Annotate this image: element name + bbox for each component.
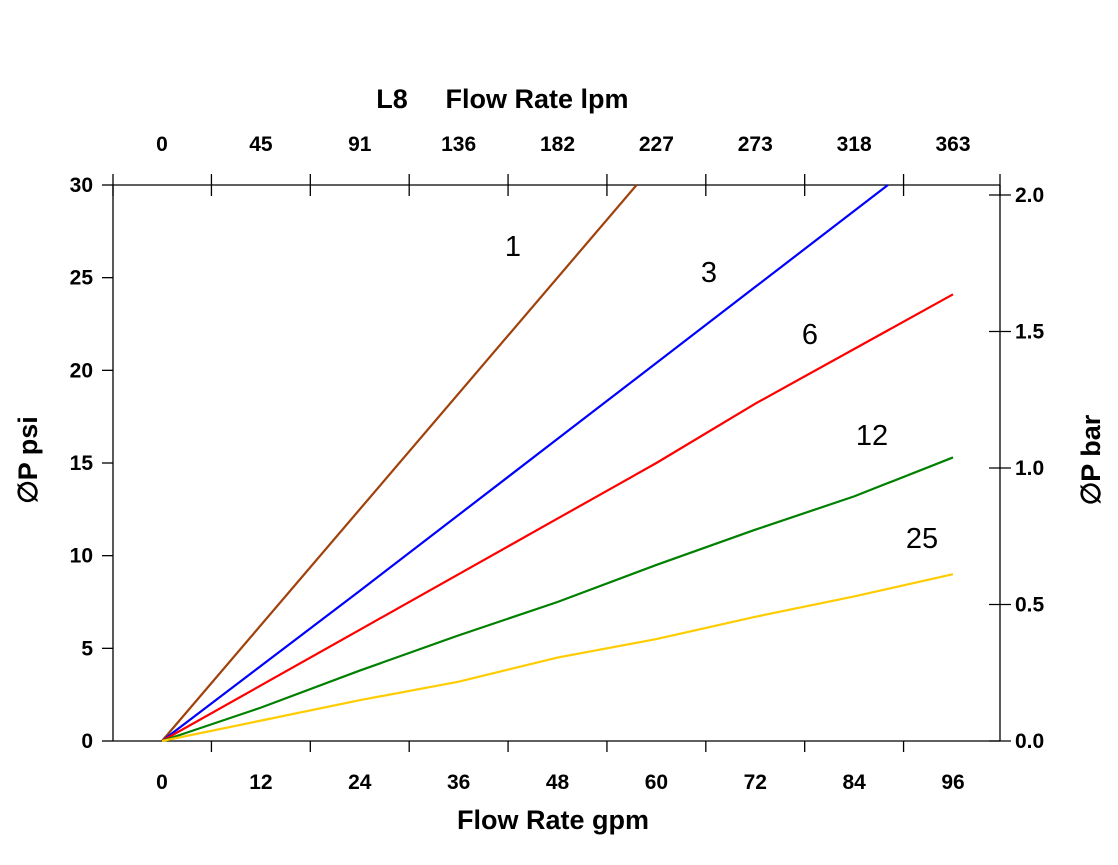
y2-tick-label: 2.0 bbox=[1015, 184, 1044, 207]
x-top-tick-label: 182 bbox=[540, 133, 575, 156]
series-label-12: 12 bbox=[856, 420, 888, 452]
x-top-tick-label: 0 bbox=[156, 133, 168, 156]
series-labels: 1 3 6 12 25 bbox=[505, 231, 938, 555]
x-tick-label: 60 bbox=[645, 771, 668, 794]
x-tick-label: 24 bbox=[348, 771, 372, 794]
x-top-tick-label: 45 bbox=[249, 133, 273, 156]
x-axis-title: Flow Rate gpm bbox=[457, 805, 649, 835]
y2-axis-title: ∅P bar bbox=[1076, 414, 1106, 505]
series-lines bbox=[161, 184, 954, 743]
x-top-tick-label: 363 bbox=[935, 133, 970, 156]
y-tick-label: 20 bbox=[70, 359, 93, 382]
y2-tick-label: 0.5 bbox=[1015, 594, 1045, 617]
y2-tick-label: 0.0 bbox=[1015, 730, 1044, 753]
chart-title: Flow Rate lpm bbox=[445, 84, 628, 114]
title-prefix: L8 bbox=[376, 84, 408, 114]
axes: 0012452491361364818260227722738431896363… bbox=[70, 133, 1045, 794]
y2-tick-label: 1.0 bbox=[1015, 457, 1044, 480]
x-tick-label: 0 bbox=[156, 771, 168, 794]
x-tick-label: 36 bbox=[447, 771, 470, 794]
series-line-3 bbox=[161, 184, 889, 742]
x-top-tick-label: 318 bbox=[837, 133, 872, 156]
series-label-3: 3 bbox=[701, 257, 717, 289]
y-tick-label: 30 bbox=[70, 174, 93, 197]
x-tick-label: 84 bbox=[842, 771, 866, 794]
x-top-tick-label: 273 bbox=[738, 133, 773, 156]
x-top-tick-label: 227 bbox=[639, 133, 674, 156]
series-line-12 bbox=[161, 456, 954, 743]
x-top-tick-label: 91 bbox=[348, 133, 372, 156]
series-line-1 bbox=[161, 184, 638, 742]
x-tick-label: 12 bbox=[249, 771, 272, 794]
series-label-25: 25 bbox=[906, 523, 938, 555]
x-tick-label: 48 bbox=[546, 771, 570, 794]
y2-tick-label: 1.5 bbox=[1015, 321, 1045, 344]
series-line-6 bbox=[161, 293, 954, 742]
y-tick-label: 0 bbox=[81, 730, 93, 753]
y-tick-label: 5 bbox=[81, 637, 93, 660]
y-tick-label: 15 bbox=[70, 452, 94, 475]
series-line-25 bbox=[161, 573, 954, 743]
series-label-6: 6 bbox=[802, 319, 818, 351]
y-tick-label: 10 bbox=[70, 545, 93, 568]
y-axis-title: ∅P psi bbox=[13, 416, 43, 504]
x-top-tick-label: 136 bbox=[441, 133, 476, 156]
x-tick-label: 96 bbox=[941, 771, 964, 794]
series-label-1: 1 bbox=[505, 231, 521, 263]
x-tick-label: 72 bbox=[744, 771, 767, 794]
y-tick-label: 25 bbox=[70, 267, 94, 290]
